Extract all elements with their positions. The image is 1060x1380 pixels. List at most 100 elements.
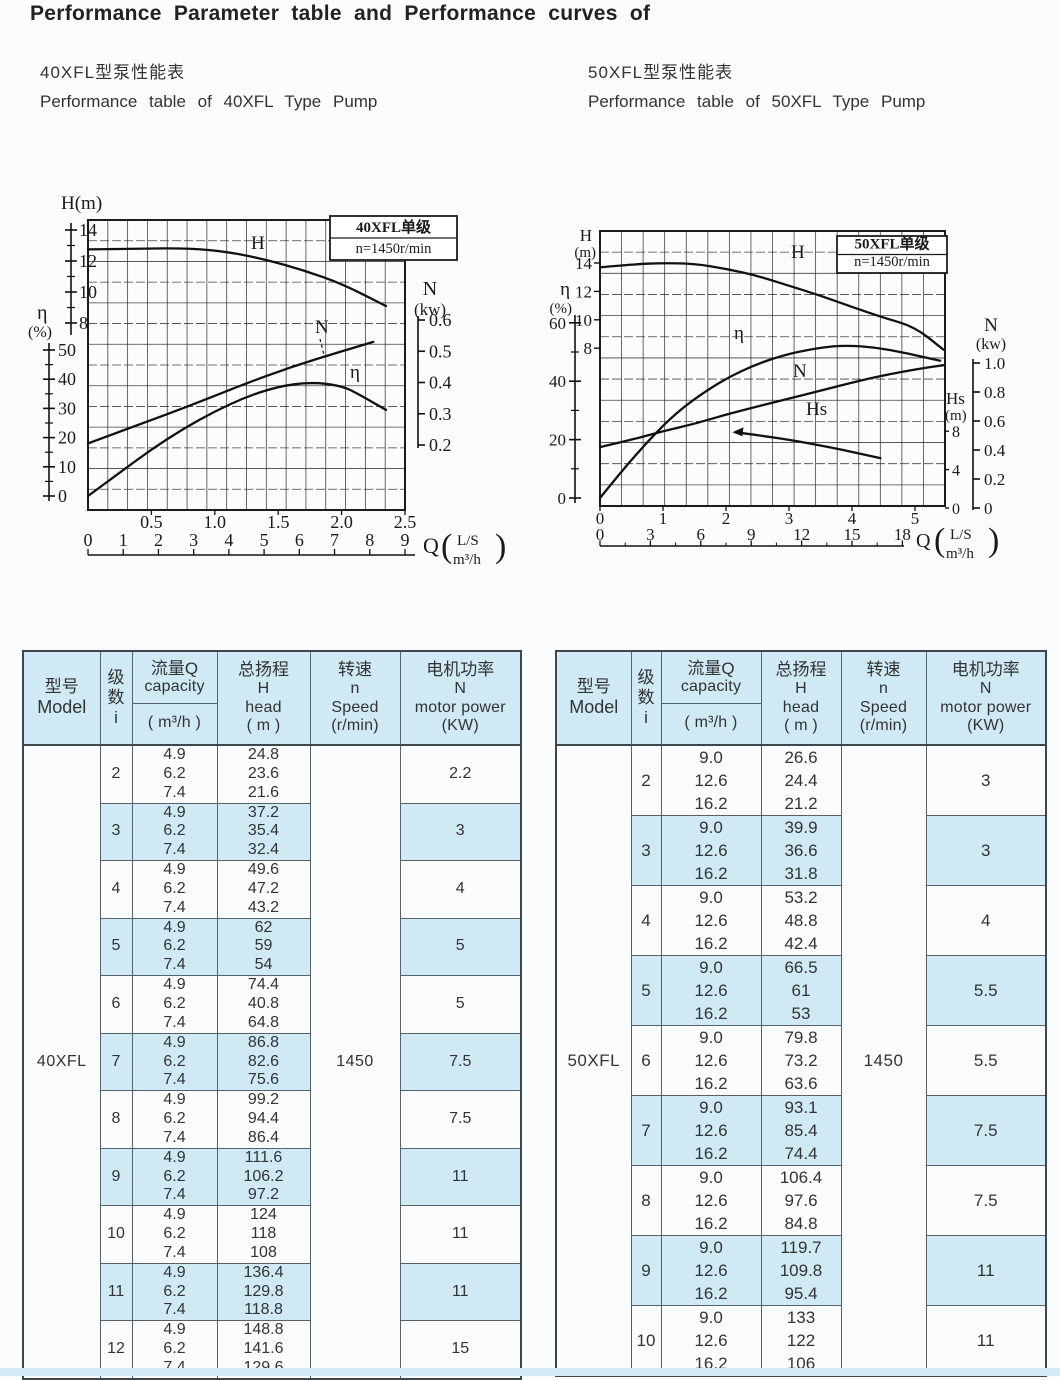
svg-text:(m): (m) [945,408,967,424]
table-row: 7.4 43.2 [23,898,521,919]
head-cell: 108 [216,1243,311,1264]
tick-eta: 0 [58,486,67,506]
stage-cell: 3 [630,815,662,886]
capacity-cell: 7.4 [131,1128,218,1149]
header-line: 流量Q [150,658,199,678]
header-line: (KW) [967,717,1005,735]
tick-ls: 1.0 [204,512,227,532]
header-line: 总扬程 [238,659,289,679]
header-line: capacity [680,678,742,696]
power-cell: 7.5 [399,1032,522,1091]
header-line: ( m³/h ) [147,714,202,732]
head-cell: 111.6 [216,1147,311,1168]
tick-H: 10 [79,282,97,302]
table-row: 16.2 42.4 [556,932,1046,956]
head-cell: 39.9 [760,815,842,839]
tick-N: 0.2 [429,435,452,455]
stage-cell: 10 [99,1205,133,1264]
header-line: 电机功率 [951,659,1020,679]
capacity-cell: 6.2 [131,1167,218,1187]
stage-cell: 4 [630,885,662,956]
capacity-cell: 7.4 [131,1071,218,1091]
subtitle-40xfl-en: Performance table of 40XFL Type Pump [40,92,378,111]
header-line: (r/min) [859,717,908,735]
header-line: H [795,679,807,697]
tick-eta: 20 [549,431,566,450]
head-cell: 54 [216,956,311,976]
capacity-cell: 16.2 [660,932,762,956]
table-row: 7.4 21.6 [23,783,521,804]
head-cell: 64.8 [216,1013,311,1034]
subtitle-40xfl-cn: 40XFL型泵性能表 [40,63,186,82]
capacity-cell: 7.4 [131,841,218,861]
head-cell: 21.2 [760,792,842,816]
col-header-model: 型号 Model [22,651,101,746]
capacity-cell: 9.0 [660,955,762,979]
stage-cell: 3 [99,802,133,861]
axis-title-N: N [984,315,998,336]
stage-cell: 5 [630,955,662,1026]
capacity-header-top: 流量Q capacity [661,653,761,704]
power-cell: 3 [399,802,522,861]
page-title: Performance Parameter table and Performa… [30,2,651,25]
table-row: 12.6 122 [556,1329,1046,1352]
head-cell: 59 [216,937,311,957]
tick-ls: 2 [722,509,731,528]
col-header-capacity: 流量Q capacity ( m³/h ) [660,651,762,746]
svg-text:(%): (%) [28,324,52,341]
capacity-cell: 6.2 [131,822,218,842]
tick-N: 0.8 [984,383,1005,402]
head-cell: 109.8 [760,1259,842,1282]
capacity-cell: 12.6 [660,769,762,792]
head-cell: 129.8 [216,1282,311,1302]
curve-Hs [734,431,882,460]
capacity-cell: 4.9 [131,1090,218,1111]
tick-H: 8 [584,339,593,358]
tick-eta: 30 [58,398,76,418]
tick-eta: 20 [58,428,76,448]
header-line: 总扬程 [775,659,827,679]
svg-text:(kw): (kw) [976,336,1006,353]
head-cell: 106.4 [760,1165,842,1189]
tick-m3h: 6 [697,525,706,544]
head-cell: 93.1 [760,1095,842,1119]
chart-title-model: 50XFL单级 [854,235,930,253]
tick-m3h: 3 [189,530,198,550]
table-row: 7.4 64.8 [23,1013,521,1034]
power-cell: 3 [925,744,1047,816]
head-cell: 119.7 [760,1235,842,1259]
tick-ls: 0.5 [140,512,163,532]
svg-text:(m): (m) [574,245,596,261]
table-row: 6.2 23.6 [23,764,521,784]
curve-H [86,247,388,308]
model-cell: 50XFL [555,745,632,1376]
table-row: 16.2 63.6 [556,1072,1046,1096]
stage-cell: 7 [630,1095,662,1166]
svg-text:): ) [495,528,506,565]
tick-m3h: 7 [330,530,339,550]
head-cell: 23.6 [216,764,311,784]
x-axis-unit-ls: L/S [950,527,972,543]
tick-N: 1.0 [984,354,1005,373]
header-line: (KW) [441,717,479,735]
curve-label-H: H [251,233,265,254]
head-cell: 40.8 [216,994,311,1014]
curve-N [598,364,945,449]
curve-label-η: η [350,362,360,383]
head-cell: 97.6 [760,1189,842,1212]
capacity-cell: 16.2 [660,1002,762,1026]
svg-text:(kw): (kw) [414,300,446,319]
table-row: 6 4.9 74.4 5 [23,975,522,1034]
capacity-cell: 9.0 [660,885,762,909]
head-cell: 24.8 [216,744,311,765]
tick-eta: 50 [58,340,76,360]
header-line: N [454,679,467,697]
header-line: 流量Q [687,658,735,678]
head-cell: 47.2 [216,879,311,899]
capacity-cell: 12.6 [660,1119,762,1142]
curve-label-H: H [791,242,805,263]
tick-m3h: 6 [295,530,304,550]
